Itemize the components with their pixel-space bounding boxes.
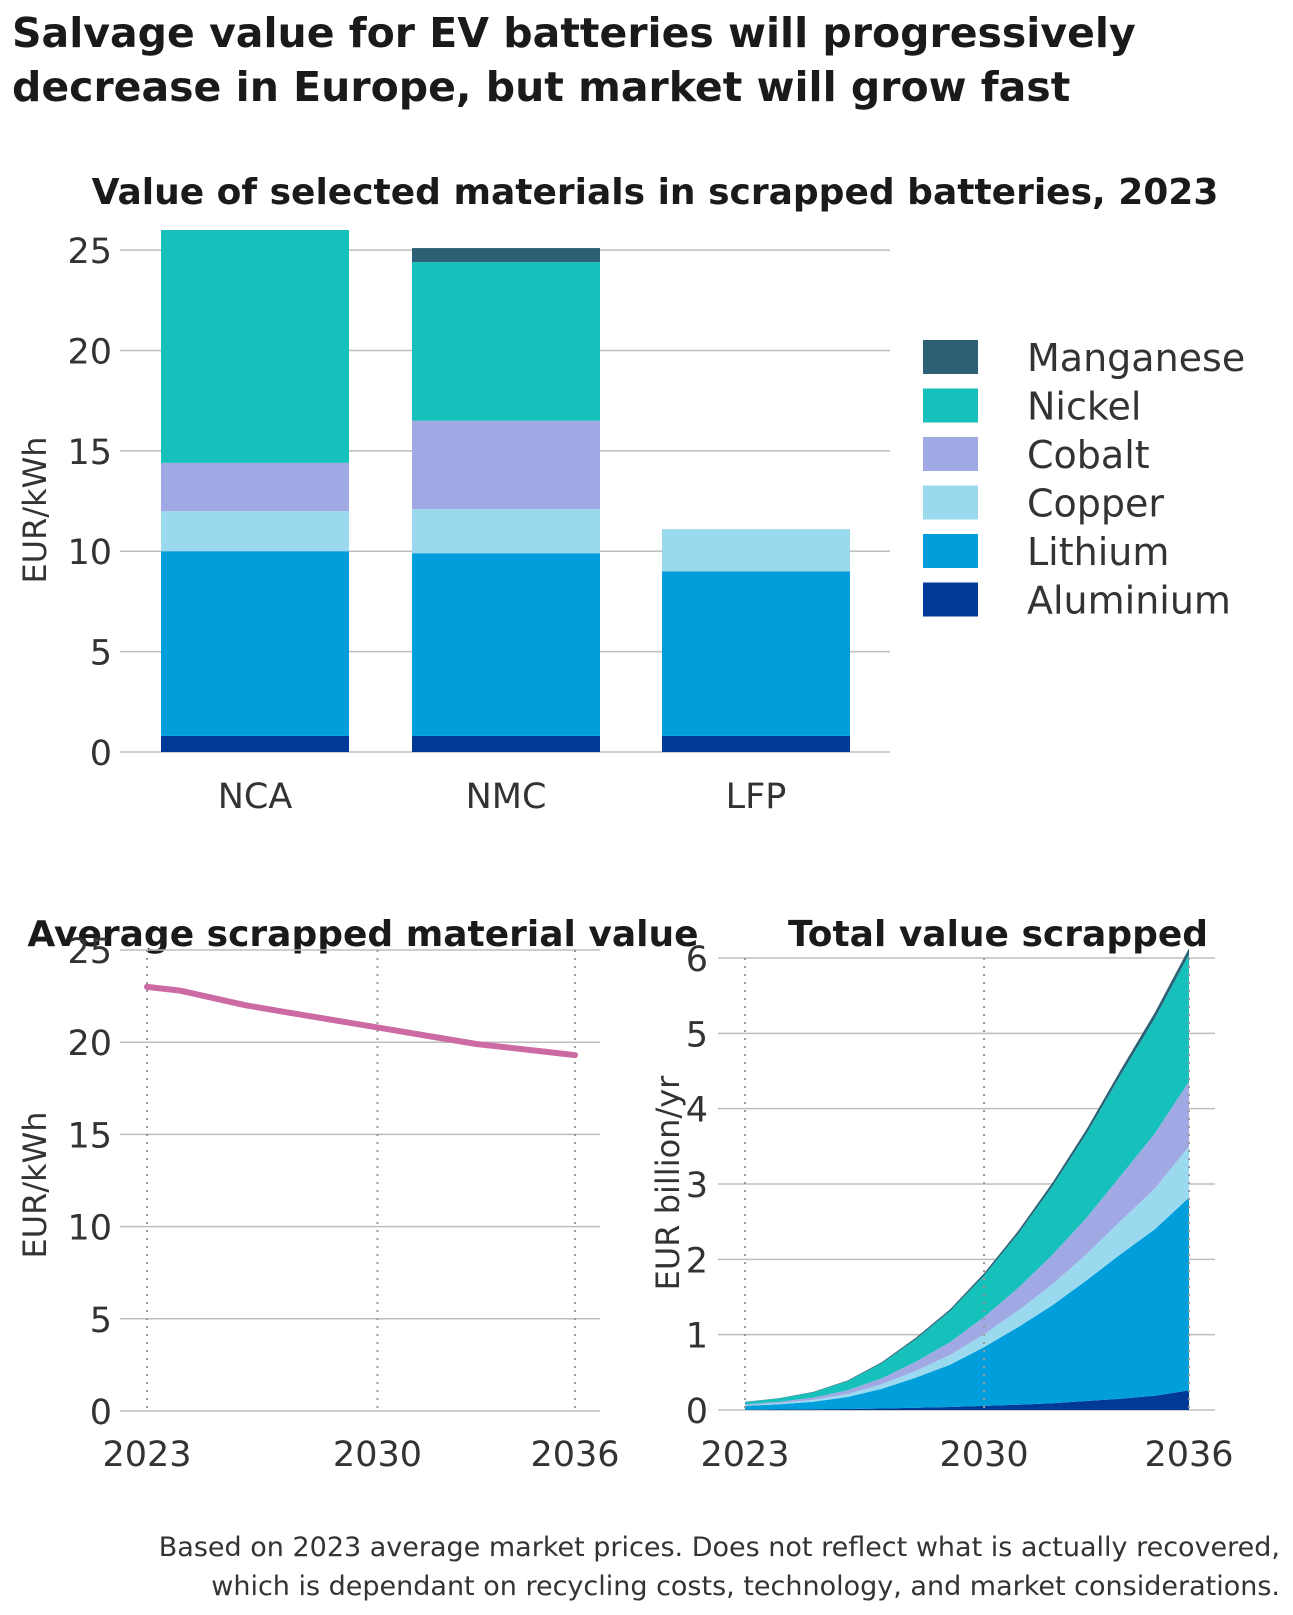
bar-lfp-copper (662, 529, 850, 572)
bar-x-tick-nca: NCA (218, 777, 293, 817)
legend-label-copper: Copper (1027, 482, 1164, 526)
footnote: Based on 2023 average market prices. Doe… (0, 1528, 1280, 1606)
area-y-tick-6: 6 (686, 940, 708, 980)
line-x-tick-2036: 2036 (530, 1435, 619, 1475)
area-y-tick-3: 3 (686, 1166, 708, 1206)
legend-swatch-copper (923, 485, 978, 520)
line-chart-x-ticks: 2023 2030 2036 (102, 1435, 619, 1475)
area-series-lithium (745, 1197, 1189, 1410)
bar-y-tick-15: 15 (67, 433, 112, 473)
main-title-line-2: decrease in Europe, but market will grow… (12, 63, 1071, 111)
line-chart-y-ticks: 0 5 10 15 20 25 (67, 932, 112, 1433)
bar-nmc-nickel (412, 262, 600, 421)
area-series-nickel (745, 954, 1189, 1405)
main-title-line-1: Salvage value for EV batteries will prog… (12, 9, 1136, 57)
line-x-tick-2030: 2030 (333, 1435, 422, 1475)
bar-nca-nickel (161, 230, 349, 463)
area-x-tick-2023: 2023 (700, 1435, 789, 1475)
line-y-tick-15: 15 (67, 1116, 112, 1156)
line-chart-series (144, 983, 578, 1059)
legend-swatch-cobalt (923, 437, 978, 471)
line-chart: Average scrapped material value EUR/kWh … (16, 914, 699, 1475)
line-y-tick-0: 0 (90, 1393, 112, 1433)
area-chart-series (744, 948, 1190, 1410)
line-chart-gridlines (120, 949, 600, 1412)
area-chart-title: Total value scrapped (788, 914, 1208, 955)
footnote-line-2: which is dependant on recycling costs, t… (211, 1571, 1280, 1602)
bar-chart-x-ticks: NCA NMC LFP (218, 777, 787, 817)
line-chart-title: Average scrapped material value (27, 914, 698, 955)
legend-label-cobalt: Cobalt (1027, 433, 1150, 477)
area-series-cobalt (745, 1081, 1189, 1406)
area-series-copper (745, 1146, 1189, 1406)
bar-y-tick-25: 25 (67, 232, 112, 272)
legend-label-manganese: Manganese (1027, 336, 1245, 380)
area-x-tick-2036: 2036 (1144, 1435, 1233, 1475)
bar-chart-y-label: EUR/kWh (16, 436, 54, 583)
bar-nca-copper (161, 511, 349, 552)
bar-nmc-cobalt (412, 420, 600, 510)
bar-nmc-copper (412, 509, 600, 554)
line-series-average (144, 983, 578, 1059)
bar-nca-aluminium (161, 735, 349, 752)
area-y-tick-5: 5 (686, 1015, 708, 1055)
area-x-tick-2030: 2030 (940, 1435, 1029, 1475)
line-x-tick-2023: 2023 (102, 1435, 191, 1475)
legend-swatch-aluminium (923, 582, 978, 617)
line-y-tick-25: 25 (67, 932, 112, 972)
bar-nmc-lithium (412, 553, 600, 736)
line-chart-y-label: EUR/kWh (16, 1111, 54, 1258)
bar-lfp-lithium (662, 571, 850, 736)
line-y-tick-20: 20 (67, 1024, 112, 1064)
area-chart: Total value scrapped EUR billion/yr 0 1 2 3… (649, 914, 1234, 1475)
bar-x-tick-nmc: NMC (466, 777, 547, 817)
main-title: Salvage value for EV batteries will prog… (12, 6, 1272, 114)
bar-chart-title: Value of selected materials in scrapped … (92, 172, 1219, 213)
bar-chart-bars (161, 230, 850, 752)
area-chart-x-ticks: 2023 2030 2036 (700, 1435, 1233, 1475)
legend-swatch-lithium (923, 534, 978, 568)
bar-chart-y-ticks: 0 5 10 15 20 25 (67, 232, 112, 774)
bar-y-tick-0: 0 (90, 734, 112, 774)
bar-y-tick-20: 20 (67, 332, 112, 372)
line-y-tick-5: 5 (90, 1301, 112, 1341)
area-series-aluminium (745, 1390, 1189, 1410)
bar-nmc-manganese (412, 248, 600, 263)
area-chart-y-ticks: 0 1 2 3 4 5 6 (686, 940, 708, 1432)
area-y-tick-0: 0 (686, 1392, 708, 1432)
legend-swatch-manganese (923, 340, 978, 374)
legend-label-nickel: Nickel (1027, 385, 1141, 429)
legend-label-lithium: Lithium (1027, 530, 1169, 574)
bar-nca-cobalt (161, 462, 349, 512)
bar-x-tick-lfp: LFP (726, 777, 787, 817)
line-y-tick-10: 10 (67, 1209, 112, 1249)
bar-y-tick-10: 10 (67, 533, 112, 573)
area-y-tick-4: 4 (686, 1091, 708, 1131)
area-y-tick-1: 1 (686, 1317, 708, 1357)
bar-chart: Value of selected materials in scrapped … (16, 172, 1245, 817)
bar-nca-lithium (161, 551, 349, 736)
bar-y-tick-5: 5 (90, 634, 112, 674)
footnote-line-1: Based on 2023 average market prices. Doe… (158, 1532, 1280, 1563)
area-chart-y-label: EUR billion/yr (649, 1075, 687, 1291)
area-y-tick-2: 2 (686, 1241, 708, 1281)
bar-lfp-aluminium (662, 735, 850, 752)
legend-swatch-nickel (923, 388, 978, 423)
legend-label-aluminium: Aluminium (1027, 579, 1231, 623)
bar-nmc-aluminium (412, 735, 600, 752)
